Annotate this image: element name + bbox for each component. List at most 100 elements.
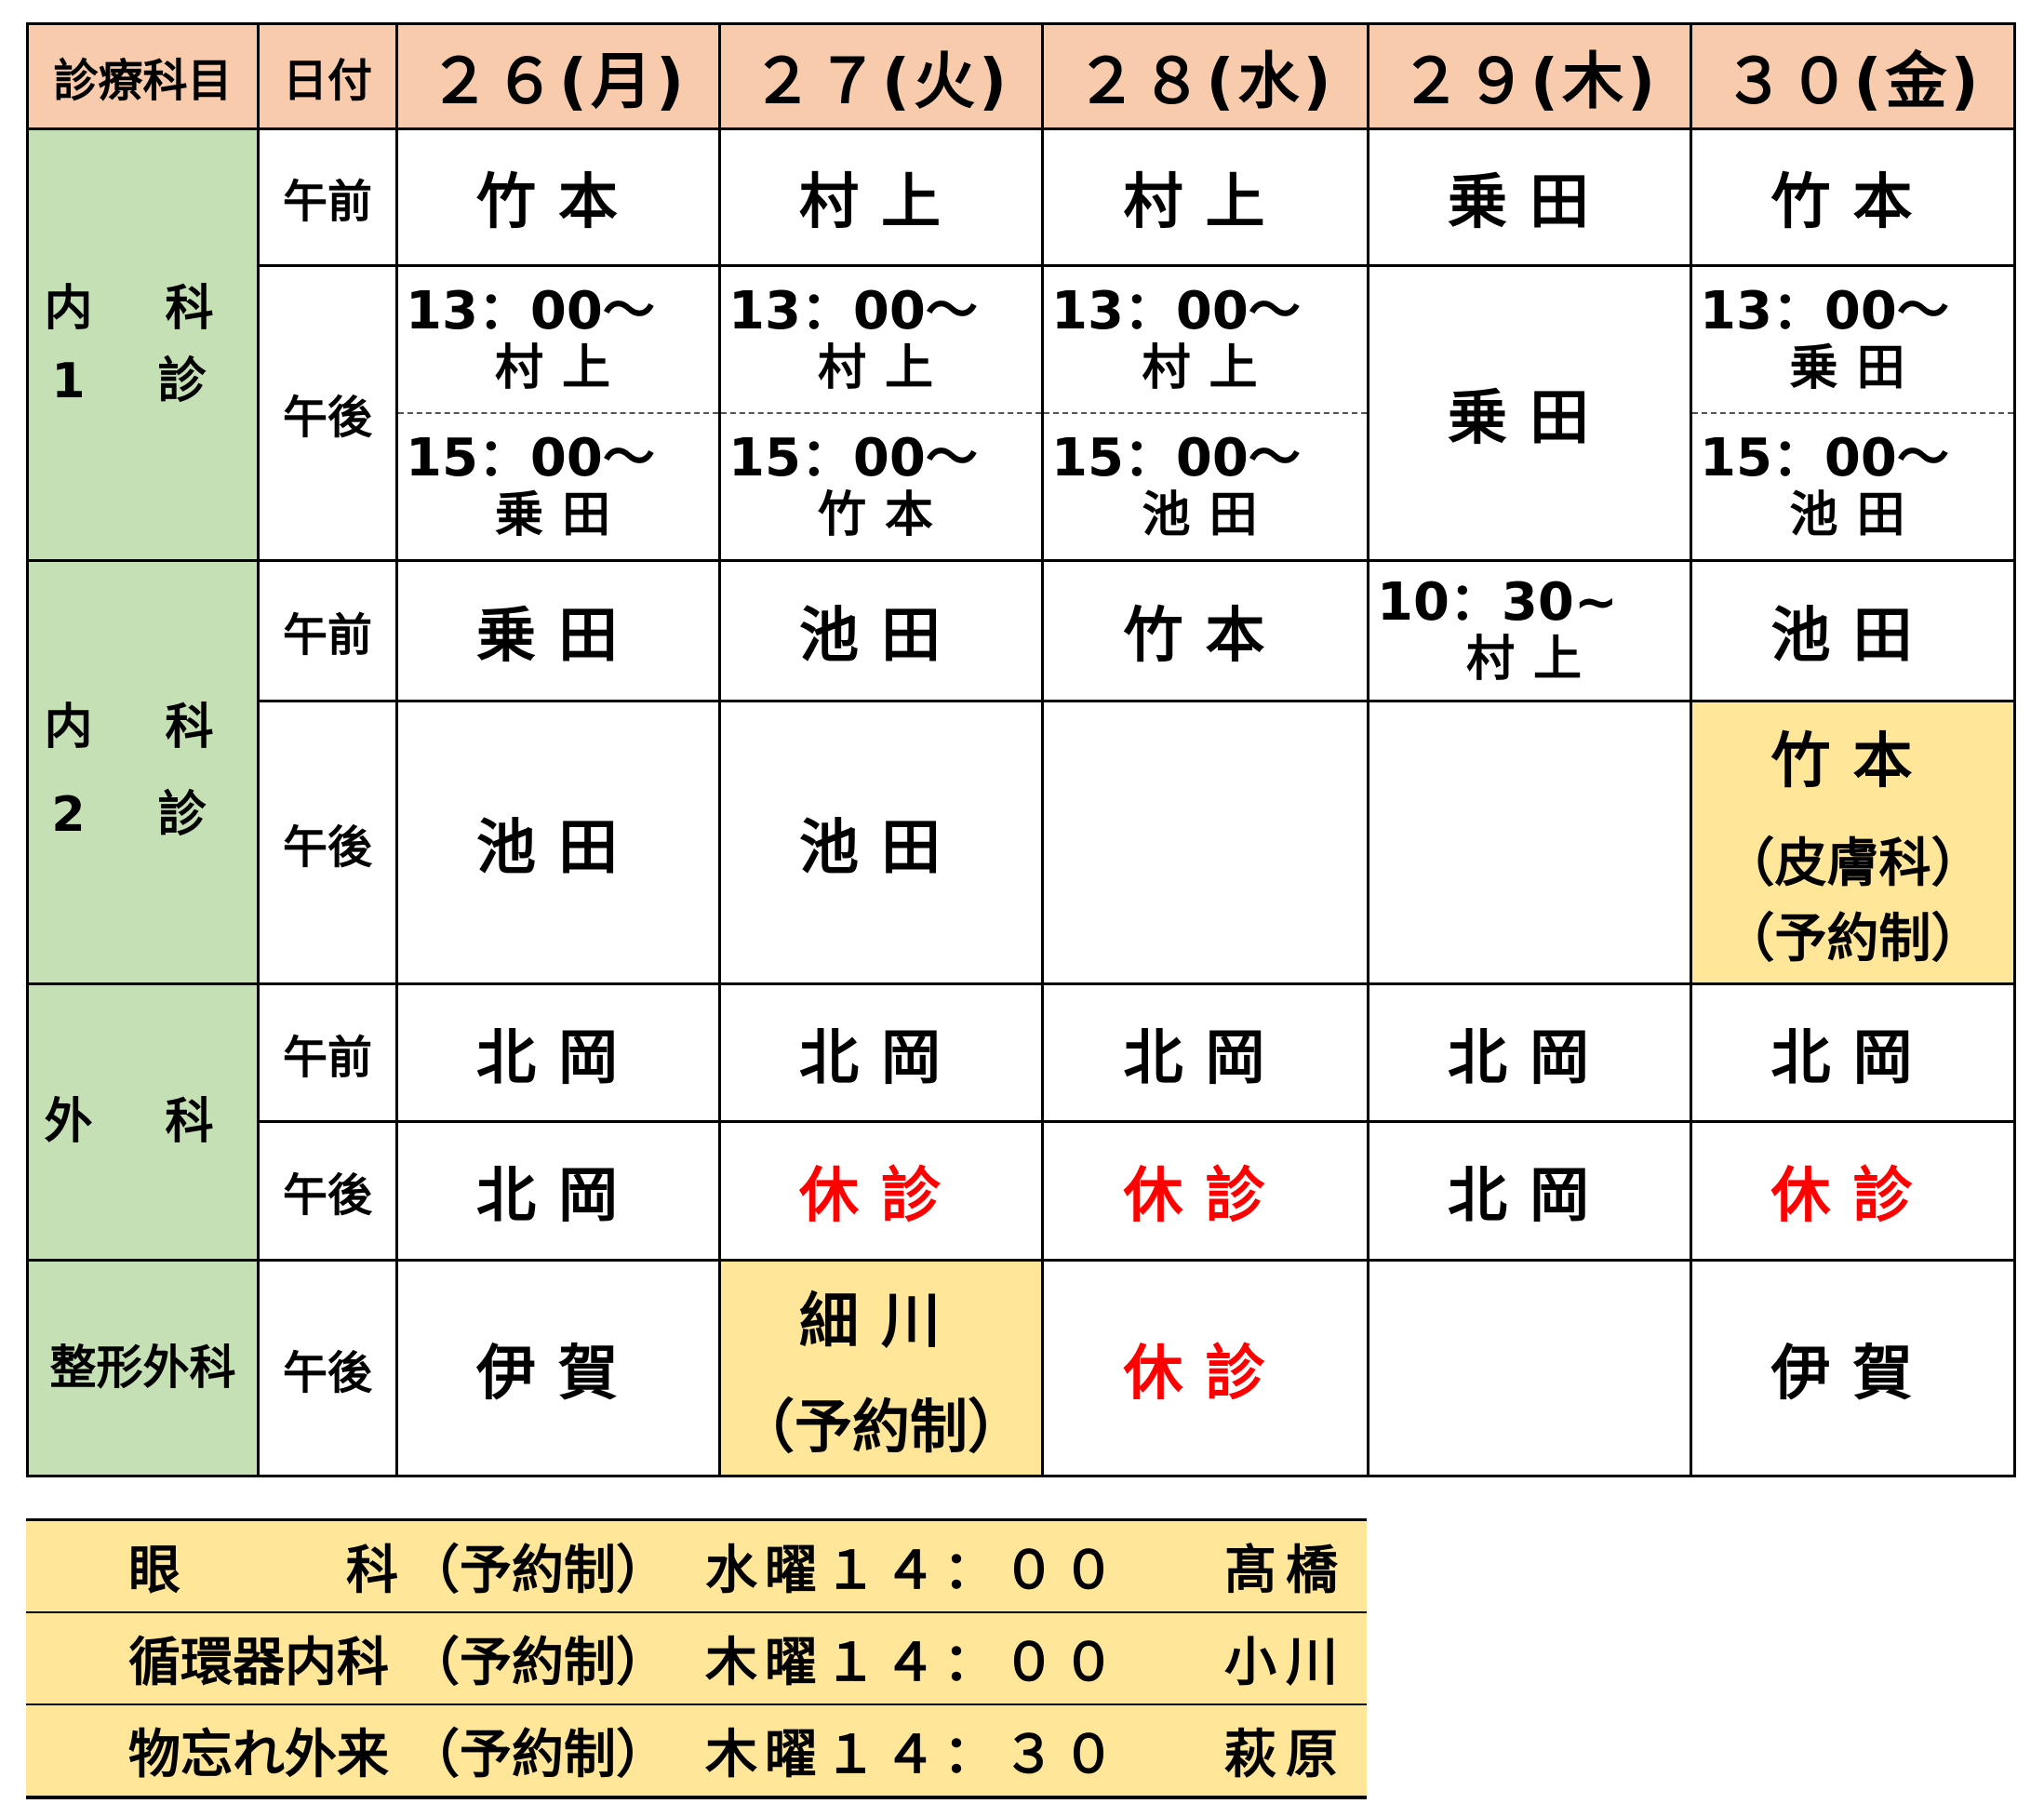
special-time: 木曜１４：３０ — [705, 1725, 1122, 1785]
empty-cell — [1369, 702, 1692, 985]
doctor-name: 乗田 — [1789, 341, 1924, 397]
header-day: ２６(月) — [398, 25, 721, 130]
closed-cell: 休診 — [1044, 1262, 1369, 1477]
doctor-cell: 乗田 — [398, 562, 721, 702]
doctor-name: 池田 — [1142, 488, 1276, 544]
doctor-name: 竹本 — [817, 488, 952, 544]
closed-cell: 休診 — [1044, 1123, 1369, 1262]
slot-am: 午前 — [260, 985, 398, 1123]
time-text: 15：00〜 — [1051, 427, 1301, 488]
reservation-note: （予約制） — [736, 1392, 1025, 1461]
doctor-cell: 村上 — [1044, 130, 1369, 267]
special-doctor: 小川 — [1224, 1633, 1347, 1693]
dept-naika1: 内 科 1 診 — [29, 130, 260, 562]
reservation-cell: 細川 （予約制） — [721, 1262, 1044, 1477]
doctor-cell: 北岡 — [1692, 985, 2016, 1123]
time-text: 10：30~ — [1377, 571, 1618, 633]
header-day: ２７(火) — [721, 25, 1044, 130]
doctor-cell: 池田 — [721, 702, 1044, 985]
time-text: 13：00〜 — [406, 280, 655, 341]
doctor-name: 細川 — [799, 1287, 963, 1356]
doctor-cell: 村上 — [721, 130, 1044, 267]
slot-pm: 午後 — [260, 1123, 398, 1262]
special-doctor: 髙橋 — [1224, 1541, 1347, 1601]
doctor-name: 村上 — [494, 341, 629, 397]
slot-am: 午前 — [260, 562, 398, 702]
special-note: （予約制） — [407, 1725, 668, 1785]
empty-cell — [1044, 702, 1369, 985]
special-row: 物忘れ外来 （予約制） 木曜１４：３０ 萩原 — [26, 1705, 1367, 1799]
split-cell: 13：00〜 村上 15：00〜 乗田 — [398, 267, 721, 562]
split-cell: 13：00〜 村上 15：00〜 竹本 — [721, 267, 1044, 562]
doctor-name: 村上 — [1142, 341, 1276, 397]
time-text: 15：00〜 — [406, 427, 655, 488]
special-dept: 物忘れ外来 — [128, 1713, 398, 1788]
reservation-cell: 竹本 （皮膚科） （予約制） — [1692, 702, 2016, 985]
dept-label: 内 科 — [44, 280, 242, 337]
doctor-name: 乗田 — [494, 488, 629, 544]
closed-cell: 休診 — [1692, 1123, 2016, 1262]
header-day: ２８(水) — [1044, 25, 1369, 130]
doctor-cell: 北岡 — [398, 1123, 721, 1262]
split-cell: 13：00〜 乗田 15：00〜 池田 — [1692, 267, 2016, 562]
split-cell: 13：00〜 村上 15：00〜 池田 — [1044, 267, 1369, 562]
doctor-cell: 北岡 — [398, 985, 721, 1123]
special-doctor: 萩原 — [1224, 1725, 1347, 1785]
time-text: 13：00〜 — [1700, 280, 1949, 341]
doctor-cell: 北岡 — [721, 985, 1044, 1123]
dept-seikei: 整形外科 — [29, 1262, 260, 1477]
doctor-cell: 乗田 — [1369, 130, 1692, 267]
dept-label: 内 科 — [44, 700, 242, 756]
doctor-name: 池田 — [1789, 488, 1924, 544]
slot-pm: 午後 — [260, 1262, 398, 1477]
dept-text: 物忘れ外来 — [128, 1725, 389, 1785]
doctor-name: 竹本 — [1770, 727, 1935, 796]
dept-label: 2 診 — [51, 787, 234, 843]
schedule-table: 診療科目 日付 ２６(月) ２７(火) ２８(水) ２９(木) ３０(金) 内 … — [26, 22, 2016, 1477]
empty-cell — [1369, 1262, 1692, 1477]
doctor-cell: 伊賀 — [398, 1262, 721, 1477]
closed-cell: 休診 — [721, 1123, 1044, 1262]
slot-pm: 午後 — [260, 702, 398, 985]
dept-note: （皮膚科） — [1722, 833, 1984, 894]
header-dept: 診療科目 — [29, 25, 260, 130]
doctor-cell: 竹本 — [398, 130, 721, 267]
reservation-note: （予約制） — [1722, 908, 1984, 969]
doctor-cell: 北岡 — [1369, 1123, 1692, 1262]
dept-geka: 外 科 — [29, 985, 260, 1262]
time-doctor-cell: 10：30~ 村上 — [1369, 562, 1692, 702]
doctor-cell: 竹本 — [1692, 130, 2016, 267]
doctor-cell: 池田 — [1692, 562, 2016, 702]
doctor-cell: 北岡 — [1044, 985, 1369, 1123]
special-row: 循環器内科 （予約制） 木曜１４：００ 小川 — [26, 1613, 1367, 1705]
doctor-cell: 北岡 — [1369, 985, 1692, 1123]
doctor-cell: 竹本 — [1044, 562, 1369, 702]
header-day: ２９(木) — [1369, 25, 1692, 130]
time-text: 13：00〜 — [1051, 280, 1301, 341]
special-note: （予約制） — [407, 1633, 668, 1693]
slot-pm: 午後 — [260, 267, 398, 562]
time-text: 13：00〜 — [728, 280, 978, 341]
special-dept: 循環器内科 — [128, 1621, 398, 1696]
dept-naika2: 内 科 2 診 — [29, 562, 260, 985]
slot-am: 午前 — [260, 130, 398, 267]
time-text: 15：00〜 — [728, 427, 978, 488]
special-time: 水曜１４：００ — [705, 1541, 1122, 1601]
header-date: 日付 — [260, 25, 398, 130]
time-text: 15：00〜 — [1700, 427, 1949, 488]
dept-text: 眼 — [128, 1541, 180, 1601]
special-note: （予約制） — [407, 1541, 668, 1601]
special-row: 眼科 （予約制） 水曜１４：００ 髙橋 — [26, 1521, 1367, 1613]
dept-text: 科 — [346, 1541, 398, 1601]
doctor-cell: 池田 — [721, 562, 1044, 702]
special-clinics-table: 眼科 （予約制） 水曜１４：００ 髙橋 循環器内科 （予約制） 木曜１４：００ … — [26, 1518, 1367, 1799]
special-dept: 眼科 — [128, 1529, 398, 1604]
doctor-name: 村上 — [1465, 632, 1600, 688]
special-time: 木曜１４：００ — [705, 1633, 1122, 1693]
dept-label: 1 診 — [51, 353, 234, 409]
doctor-cell: 伊賀 — [1692, 1262, 2016, 1477]
dept-text: 循環器内科 — [128, 1633, 389, 1693]
doctor-cell: 乗田 — [1369, 267, 1692, 562]
doctor-name: 村上 — [817, 341, 952, 397]
doctor-cell: 池田 — [398, 702, 721, 985]
